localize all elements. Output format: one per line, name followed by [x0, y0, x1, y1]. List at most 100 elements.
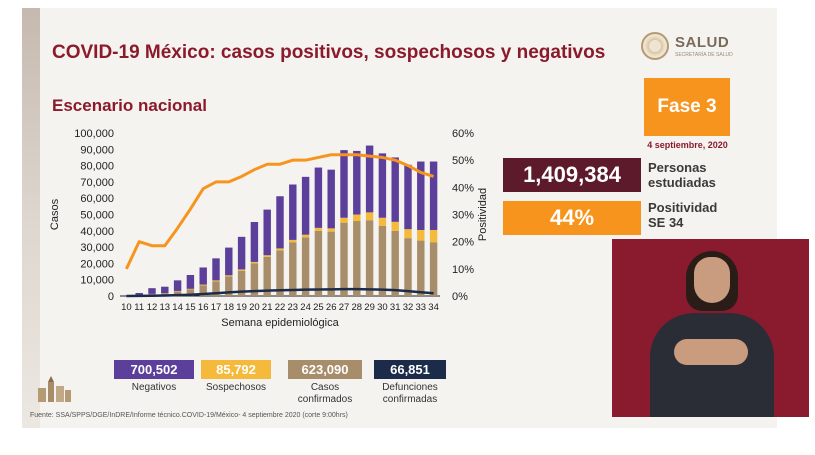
legend-negativos-value: 700,502 — [114, 360, 194, 379]
bar-negativos — [250, 221, 259, 262]
bar-negativos — [353, 150, 361, 215]
bar-sospechosos — [327, 228, 335, 232]
bar-negativos — [327, 169, 335, 229]
x-tick-label: 17 — [211, 302, 222, 313]
phase-date: 4 septiembre, 2020 — [647, 140, 728, 150]
bar-negativos — [314, 167, 323, 228]
sign-language-interpreter-video — [612, 239, 809, 417]
x-axis-title: Semana epidemiológica — [221, 317, 339, 329]
bar-confirmados — [250, 263, 259, 296]
x-tick-label: 32 — [403, 302, 414, 313]
bar-negativos — [225, 247, 233, 276]
bar-negativos — [276, 196, 284, 249]
bar-negativos — [429, 161, 438, 230]
bar-sospechosos — [263, 255, 271, 257]
town-icon — [38, 376, 71, 402]
bar-sospechosos — [340, 217, 348, 223]
bar-confirmados — [225, 276, 233, 296]
page-subtitle: Escenario nacional — [52, 96, 207, 115]
bar-negativos — [404, 164, 412, 230]
decorative-band — [22, 8, 40, 428]
legend-confirmados-label: Casos confirmados — [297, 382, 353, 405]
x-tick-label: 24 — [300, 302, 311, 313]
bar-sospechosos — [417, 229, 425, 241]
bar-negativos — [391, 157, 399, 222]
x-tick-label: 26 — [326, 302, 337, 313]
x-tick-label: 23 — [288, 302, 299, 313]
bar-confirmados — [289, 242, 297, 296]
bar-sospechosos — [391, 221, 399, 231]
studied-label: Personas estudiadas — [648, 160, 716, 190]
bar-confirmados — [429, 242, 438, 296]
page-title: COVID-19 México: casos positivos, sospec… — [52, 42, 606, 63]
x-tick-label: 12 — [147, 302, 158, 313]
salud-logo: SALUD SECRETARÍA DE SALUD — [641, 30, 741, 64]
x-tick-label: 22 — [275, 302, 286, 313]
bar-sospechosos — [314, 227, 323, 231]
bar-negativos — [199, 267, 207, 285]
bar-confirmados — [314, 230, 323, 296]
legend-sospechosos-value: 85,792 — [201, 360, 271, 379]
bar-negativos — [263, 209, 271, 256]
bar-sospechosos — [212, 280, 220, 282]
bar-sospechosos — [365, 212, 374, 221]
interpreter-body — [650, 313, 774, 417]
bar-sospechosos — [429, 229, 438, 243]
bar-confirmados — [173, 291, 182, 296]
y2-tick-label: 50% — [452, 155, 474, 167]
seal-icon — [641, 32, 669, 60]
y2-tick-label: 10% — [452, 264, 474, 276]
interpreter-hands — [674, 339, 748, 365]
bar-confirmados — [404, 238, 412, 296]
bar-confirmados — [263, 256, 271, 296]
x-tick-label: 27 — [339, 302, 350, 313]
bar-negativos — [135, 292, 143, 295]
y-axis-title: Casos — [49, 198, 61, 230]
x-tick-label: 21 — [262, 302, 273, 313]
epi-chart: 0 10,000 20,000 30,000 40,000 50,000 60,000 70,… — [49, 128, 489, 329]
y-tick-label: 20,000 — [80, 258, 114, 270]
x-tick-label: 29 — [364, 302, 375, 313]
bar-confirmados — [301, 237, 310, 296]
bar-sospechosos — [250, 261, 259, 264]
bar-negativos — [173, 280, 182, 291]
x-tick-label: 18 — [224, 302, 235, 313]
y-tick-label: 100,000 — [74, 128, 114, 140]
legend-defunciones-label: Defunciones confirmadas — [382, 382, 438, 405]
x-tick-label: 33 — [416, 302, 427, 313]
y-tick-label: 60,000 — [80, 193, 114, 205]
x-tick-label: 19 — [236, 302, 247, 313]
bar-negativos — [161, 286, 169, 294]
x-tick-label: 10 — [121, 302, 132, 313]
source-note: Fuente: SSA/SPPS/DGE/InDRE/Informe técni… — [30, 412, 348, 419]
bar-negativos — [186, 274, 195, 289]
bar-confirmados — [327, 231, 335, 296]
positivity-label: Positividad SE 34 — [648, 200, 718, 230]
x-tick-label: 28 — [352, 302, 363, 313]
y-tick-label: 40,000 — [80, 226, 114, 238]
bar-negativos — [301, 176, 310, 235]
bar-sospechosos — [404, 229, 412, 239]
positivity-line — [125, 153, 435, 270]
y-tick-label: 80,000 — [80, 161, 114, 173]
bar-confirmados — [365, 220, 374, 296]
bar-negativos — [289, 184, 297, 240]
bar-sospechosos — [225, 275, 233, 277]
bar-confirmados — [353, 221, 361, 296]
bar-sospechosos — [237, 269, 246, 271]
x-tick-label: 30 — [377, 302, 388, 313]
bar-negativos — [365, 145, 374, 213]
bar-confirmados — [391, 230, 399, 296]
bar-sospechosos — [378, 217, 387, 226]
x-tick-label: 25 — [313, 302, 324, 313]
bar-confirmados — [186, 289, 195, 296]
y-tick-label: 30,000 — [80, 242, 114, 254]
legend-negativos-label: Negativos — [131, 382, 177, 393]
x-tick-label: 20 — [249, 302, 260, 313]
x-tick-label: 11 — [134, 302, 144, 313]
interpreter-face — [694, 257, 730, 303]
legend-confirmados-value: 623,090 — [288, 360, 362, 379]
x-tick-label: 34 — [428, 302, 439, 313]
y2-tick-label: 20% — [452, 237, 474, 249]
bar-negativos — [148, 288, 156, 294]
